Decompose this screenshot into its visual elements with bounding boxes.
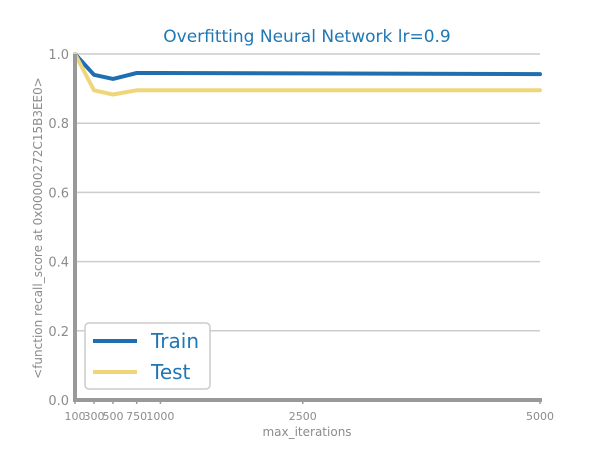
x-tick-label: 750 xyxy=(126,410,147,423)
series-line-train xyxy=(73,52,542,81)
series-line-test xyxy=(73,52,542,97)
y-tick-label: 0.8 xyxy=(48,117,69,132)
x-tick-label: 1000 xyxy=(146,410,174,423)
y-tick-label: 1.0 xyxy=(48,48,69,63)
x-tick-label: 5000 xyxy=(526,410,554,423)
chart-title: Overfitting Neural Network lr=0.9 xyxy=(163,27,450,47)
y-tick-label: 0.0 xyxy=(48,394,69,409)
axes xyxy=(73,54,542,404)
series-group xyxy=(73,52,542,97)
x-tick-label: 300 xyxy=(83,410,104,423)
y-tick-label: 0.4 xyxy=(48,256,69,271)
legend-label-train: Train xyxy=(150,329,199,353)
x-axis-label: max_iterations xyxy=(262,425,351,439)
x-tick-label: 100 xyxy=(65,410,86,423)
y-axis-label: <function recall_score at 0x00000272C15B… xyxy=(31,77,45,379)
y-tick-label: 0.2 xyxy=(48,325,69,340)
x-tick-label: 2500 xyxy=(289,410,317,423)
y-tick-label: 0.6 xyxy=(48,186,69,201)
legend: Train Test xyxy=(84,322,211,390)
x-tick-label: 500 xyxy=(102,410,123,423)
legend-label-test: Test xyxy=(150,360,191,384)
